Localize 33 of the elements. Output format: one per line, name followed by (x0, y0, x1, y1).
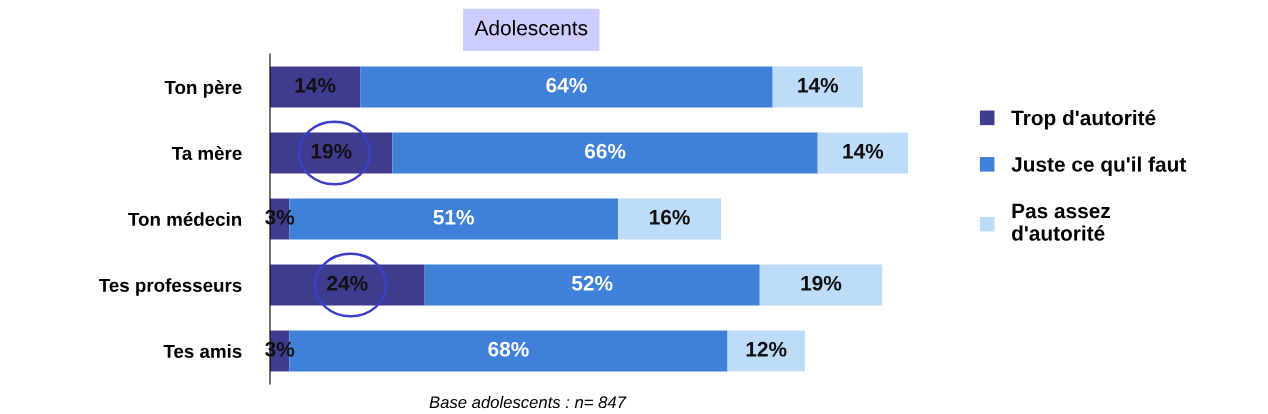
data-label: 19% (311, 143, 352, 159)
data-label: 24% (327, 275, 368, 291)
data-label: 51% (433, 209, 474, 225)
bar (617, 198, 722, 240)
data-label: 64% (546, 77, 587, 93)
bar (392, 132, 818, 174)
data-label: 52% (572, 275, 613, 291)
data-label: 68% (488, 341, 529, 357)
bar (759, 264, 883, 306)
y-tick-label: Tes professeurs (98, 278, 242, 296)
y-tick-label: Ton père (164, 80, 242, 98)
data-label: 16% (650, 209, 690, 225)
data-label: 14% (843, 143, 884, 159)
legend-label: Trop d'autorité (1011, 109, 1156, 130)
legend-label: Pas assez d'autorité (1012, 203, 1111, 241)
data-label: 14% (798, 77, 839, 93)
legend-label: Juste ce qu'il faut (1011, 156, 1187, 176)
data-label: 66% (585, 143, 626, 159)
data-label: 12% (746, 341, 787, 357)
data-label: 19% (801, 275, 842, 291)
bar (817, 132, 908, 174)
bar (360, 66, 773, 108)
y-tick-label: Ta mère (171, 146, 242, 160)
bar (270, 66, 361, 108)
bar (270, 264, 425, 306)
data-label: 14% (295, 77, 336, 93)
bar (772, 66, 863, 108)
bar (727, 330, 805, 372)
text: Base adolescents : n= 847 (429, 395, 627, 409)
chart-title: Adolescents (474, 20, 588, 36)
y-tick-label: Ton médecin (128, 212, 242, 226)
bar (424, 264, 760, 306)
y-tick-label: Tes amis (163, 344, 242, 358)
